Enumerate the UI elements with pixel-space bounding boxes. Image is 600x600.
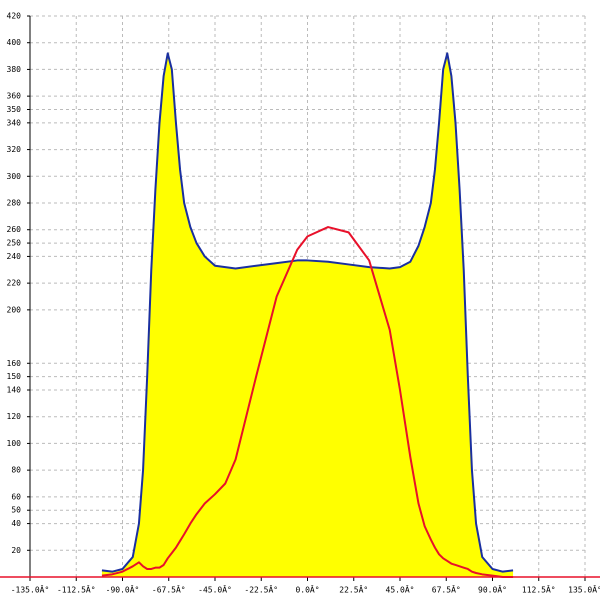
y-tick-label: 220 (7, 279, 22, 288)
y-tick-label: 340 (7, 118, 22, 127)
x-tick-label: 45.0Â° (386, 584, 415, 595)
y-tick-label: 350 (7, 105, 22, 114)
y-tick-label: 320 (7, 145, 22, 154)
y-tick-label: 300 (7, 172, 22, 181)
y-tick-label: 250 (7, 239, 22, 248)
x-tick-label: -135.0Â° (11, 584, 50, 595)
y-tick-label: 200 (7, 305, 22, 314)
y-tick-label: 150 (7, 372, 22, 381)
x-tick-label: 0.0Â° (295, 584, 319, 595)
y-tick-label: 120 (7, 412, 22, 421)
y-tick-label: 240 (7, 252, 22, 261)
y-tick-label: 20 (11, 546, 21, 555)
x-tick-label: -67.5Â° (152, 584, 186, 595)
area (101, 53, 514, 577)
x-tick-label: 67.5Â° (432, 584, 461, 595)
y-tick-label: 420 (7, 12, 22, 21)
y-tick-label: 60 (11, 492, 21, 501)
x-tick-label: -22.5Â° (244, 584, 278, 595)
y-tick-label: 40 (11, 519, 21, 528)
y-tick-label: 380 (7, 65, 22, 74)
line (101, 226, 514, 578)
x-tick-label: 135.0Â° (568, 584, 600, 595)
y-tick-label: 140 (7, 386, 22, 395)
x-tick-label: -45.0Â° (198, 584, 232, 595)
y-tick-label: 50 (11, 506, 21, 515)
y-tick-label: 80 (11, 466, 21, 475)
y-tick-label: 360 (7, 92, 22, 101)
y-tick-label: 100 (7, 439, 22, 448)
y-tick-label: 280 (7, 199, 22, 208)
x-tick-label: 112.5Â° (522, 584, 556, 595)
x-tick-label: 22.5Â° (339, 584, 368, 595)
line (101, 52, 514, 573)
x-tick-label: 90.0Â° (478, 584, 507, 595)
x-tick-label: -90.0Â° (106, 584, 140, 595)
x-tick-label: -112.5Â° (57, 584, 96, 595)
y-tick-label: 400 (7, 38, 22, 47)
y-tick-label: 160 (7, 359, 22, 368)
y-tick-label: 260 (7, 225, 22, 234)
